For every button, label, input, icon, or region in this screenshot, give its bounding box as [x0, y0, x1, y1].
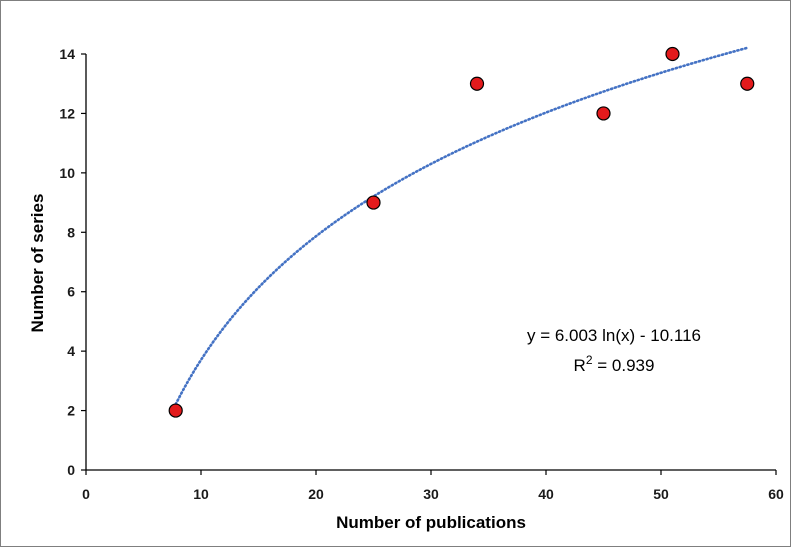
- trendline-equation: y = 6.003 ln(x) - 10.116: [527, 326, 701, 345]
- y-tick-label: 8: [67, 224, 75, 240]
- x-tick-label: 50: [653, 486, 669, 502]
- x-tick-label: 0: [82, 486, 90, 502]
- y-tick-label: 0: [67, 462, 75, 478]
- data-point: [366, 195, 381, 210]
- data-point: [469, 76, 485, 91]
- y-tick-label: 10: [59, 165, 75, 181]
- data-point: [596, 106, 611, 121]
- data-point: [740, 76, 755, 91]
- data-point: [665, 46, 680, 62]
- x-tick-label: 40: [538, 486, 554, 502]
- y-tick-label: 6: [67, 284, 75, 300]
- r-squared-value: = 0.939: [593, 356, 655, 375]
- axes: 0 2 4 6 8 10 12 14 0 10 20 30 40 50 60: [59, 46, 784, 502]
- x-axis-title: Number of publications: [336, 513, 526, 532]
- x-tick-label: 30: [423, 486, 439, 502]
- trendline-layer: [174, 46, 749, 406]
- data-point: [168, 403, 183, 418]
- r-squared-prefix: R: [574, 356, 586, 375]
- x-tick-label: 60: [768, 486, 784, 502]
- y-tick-label: 2: [67, 403, 75, 419]
- y-axis-title: Number of series: [28, 194, 47, 333]
- r-squared-label: R2 = 0.939: [574, 353, 655, 375]
- x-tick-label: 20: [308, 486, 324, 502]
- r-squared-superscript: 2: [586, 353, 593, 367]
- trendline: [174, 46, 749, 406]
- y-tick-label: 4: [67, 343, 75, 359]
- y-tick-label: 12: [59, 105, 75, 121]
- points-layer: [168, 46, 755, 418]
- y-tick-label: 14: [59, 46, 75, 62]
- x-tick-label: 10: [193, 486, 209, 502]
